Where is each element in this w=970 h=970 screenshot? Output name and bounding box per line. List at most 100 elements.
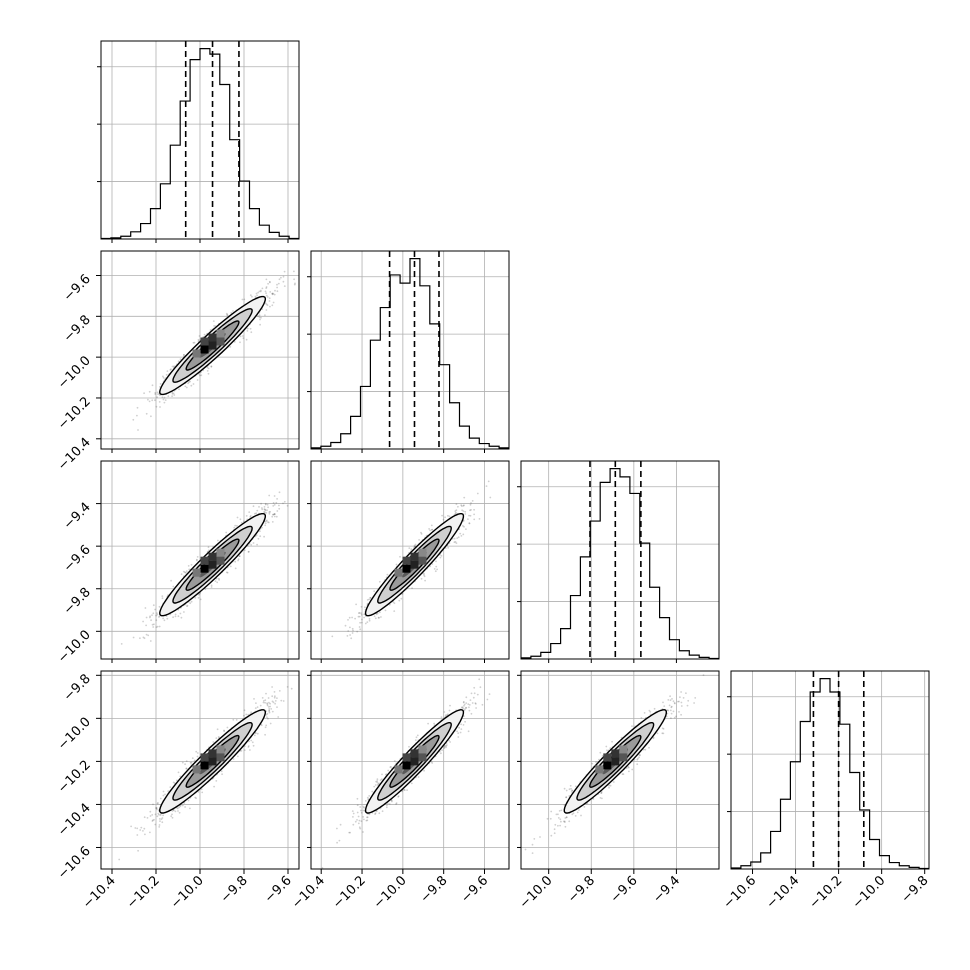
- density-cell: [394, 568, 403, 577]
- density-cell: [402, 564, 411, 573]
- scatter-point: [195, 559, 198, 562]
- scatter-point: [265, 278, 268, 281]
- density-cell: [410, 560, 419, 569]
- scatter-point: [278, 491, 281, 494]
- density-cell: [216, 337, 225, 346]
- scatter-point: [267, 506, 269, 509]
- scatter-point: [272, 505, 275, 507]
- scatter-point: [234, 524, 237, 527]
- scatter-point: [143, 637, 146, 640]
- scatter-point: [269, 291, 272, 293]
- density-cell: [402, 556, 411, 565]
- scatter-point: [448, 515, 451, 518]
- scatter-point: [236, 516, 239, 519]
- scatter-point: [254, 295, 257, 298]
- scatter-point: [264, 701, 266, 704]
- scatter-point: [161, 597, 164, 600]
- scatter-point: [147, 398, 149, 401]
- scatter-point: [268, 494, 271, 497]
- scatter-point: [278, 507, 281, 510]
- scatter-point: [157, 802, 159, 804]
- density-cell: [216, 548, 225, 557]
- scatter-point: [364, 606, 366, 609]
- scatter-point: [120, 643, 123, 645]
- scatter-point: [423, 574, 425, 576]
- scatter-point: [282, 280, 285, 283]
- scatter-point: [286, 504, 289, 507]
- scatter-point: [454, 541, 457, 543]
- scatter-point: [455, 512, 457, 514]
- scatter-point: [210, 365, 213, 368]
- scatter-point: [434, 570, 437, 573]
- scatter-point: [398, 599, 401, 602]
- scatter-point: [283, 500, 286, 503]
- scatter-point: [264, 509, 267, 512]
- scatter-point: [229, 565, 232, 568]
- scatter-point: [242, 520, 245, 523]
- scatter-point: [151, 623, 154, 626]
- scatter-point: [265, 303, 268, 306]
- scatter-point: [420, 531, 422, 534]
- scatter-point: [233, 526, 236, 529]
- panel-frame: [730, 670, 930, 870]
- scatter-point: [189, 380, 192, 383]
- scatter-point: [266, 503, 269, 506]
- scatter-point: [150, 619, 153, 622]
- scatter-point: [439, 556, 442, 559]
- scatter-point: [118, 858, 121, 861]
- scatter-point: [455, 503, 458, 505]
- scatter-point: [358, 612, 360, 614]
- scatter-point: [273, 293, 276, 296]
- scatter-point: [423, 572, 425, 575]
- scatter-point: [197, 338, 200, 341]
- histogram-0: [101, 41, 299, 239]
- scatter-point: [178, 388, 180, 391]
- scatter-point: [349, 626, 351, 629]
- density-cell: [192, 349, 201, 358]
- scatter-point: [225, 531, 228, 534]
- scatter-point: [469, 509, 471, 512]
- scatter-point: [164, 399, 167, 401]
- scatter-point: [144, 607, 147, 609]
- scatter-point: [471, 500, 474, 502]
- scatter-point: [154, 393, 157, 395]
- scatter-point: [462, 510, 465, 512]
- scatter-point: [156, 625, 159, 628]
- scatter-point: [159, 383, 162, 385]
- scatter-point: [162, 617, 165, 620]
- scatter-point: [237, 559, 240, 562]
- scatter-point: [266, 304, 269, 307]
- scatter-point: [442, 518, 445, 521]
- scatter-point: [392, 601, 395, 603]
- scatter-point: [207, 372, 210, 375]
- scatter-point: [351, 627, 354, 630]
- scatter-panel-0-2: [101, 461, 299, 659]
- scatter-point: [467, 518, 469, 520]
- scatter-point: [359, 621, 361, 624]
- scatter-point: [276, 498, 278, 500]
- scatter-point: [369, 597, 372, 599]
- scatter-point: [152, 612, 155, 615]
- density-cell: [200, 564, 209, 573]
- scatter-point: [260, 289, 262, 292]
- scatter-point: [155, 614, 158, 617]
- scatter-point: [174, 615, 177, 618]
- scatter-point: [265, 520, 268, 523]
- scatter-point: [360, 621, 363, 624]
- scatter-point: [239, 518, 242, 521]
- scatter-point: [363, 616, 365, 619]
- scatter-point: [206, 366, 209, 369]
- scatter-point: [199, 598, 202, 601]
- scatter-point: [247, 745, 250, 747]
- scatter-point: [388, 603, 391, 606]
- scatter-point: [470, 502, 472, 504]
- scatter-point: [232, 310, 234, 312]
- scatter-point: [264, 290, 267, 293]
- scatter-point: [278, 278, 281, 281]
- scatter-point: [473, 513, 475, 516]
- scatter-point: [171, 395, 174, 398]
- scatter-point: [179, 805, 182, 808]
- scatter-point: [166, 370, 169, 372]
- scatter-point: [489, 496, 492, 499]
- scatter-point: [182, 570, 185, 573]
